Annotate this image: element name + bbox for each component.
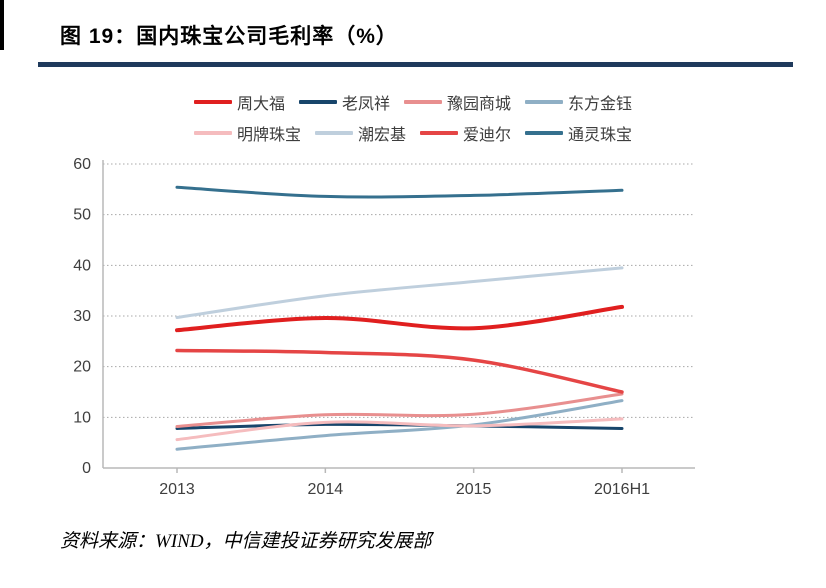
legend-label: 潮宏基 bbox=[357, 127, 406, 144]
y-tick-label: 10 bbox=[73, 409, 91, 426]
y-tick-label: 60 bbox=[73, 156, 91, 173]
y-tick-label: 40 bbox=[73, 257, 91, 274]
source-note: 资料来源：WIND，中信建投证券研究发展部 bbox=[60, 531, 432, 552]
legend-line-swatch bbox=[525, 131, 564, 135]
legend-row-1: 周大福 老凤祥 豫园商城 东方金钰 bbox=[193, 90, 632, 114]
legend-item: 老凤祥 bbox=[298, 90, 390, 114]
legend-item: 爱迪尔 bbox=[420, 121, 511, 145]
legend-row-2: 明牌珠宝 潮宏基 爱迪尔 通灵珠宝 bbox=[193, 121, 632, 145]
series-line-通灵珠宝 bbox=[175, 185, 624, 199]
legend-line-swatch bbox=[193, 100, 232, 104]
legend-line-swatch bbox=[193, 131, 232, 135]
page-edge-mark bbox=[0, 0, 4, 50]
legend-label: 爱迪尔 bbox=[463, 127, 512, 144]
x-tick-label: 2013 bbox=[159, 481, 195, 498]
legend-label: 周大福 bbox=[236, 96, 285, 113]
title-divider-rule bbox=[38, 62, 793, 67]
series-line-东方金钰 bbox=[175, 399, 624, 451]
y-tick-label: 50 bbox=[73, 207, 91, 224]
legend-label: 豫园商城 bbox=[447, 96, 512, 113]
y-tick-label: 20 bbox=[73, 359, 91, 376]
x-tick-label: 2015 bbox=[456, 481, 492, 498]
legend-line-swatch bbox=[420, 131, 458, 135]
y-tick-label: 0 bbox=[82, 460, 91, 477]
legend-line-swatch bbox=[314, 131, 353, 135]
x-tick-label: 2016H1 bbox=[594, 481, 650, 498]
legend-item: 明牌珠宝 bbox=[193, 121, 301, 145]
chart-legend: 周大福 老凤祥 豫园商城 东方金钰 明牌珠宝 潮宏基 爱迪尔 通灵珠宝 bbox=[0, 90, 826, 145]
series-line-周大福 bbox=[175, 304, 624, 333]
legend-item: 潮宏基 bbox=[314, 121, 406, 145]
legend-item: 通灵珠宝 bbox=[525, 121, 632, 145]
figure-title: 图 19：国内珠宝公司毛利率（%） bbox=[60, 25, 398, 48]
series-line-爱迪尔 bbox=[175, 348, 624, 394]
line-chart: 0 10 20 30 40 50 60 2013 2014 2015 2016H1 bbox=[0, 150, 826, 512]
legend-item: 周大福 bbox=[193, 90, 285, 114]
legend-line-swatch bbox=[525, 100, 564, 104]
legend-item: 东方金钰 bbox=[525, 90, 632, 114]
legend-label: 东方金钰 bbox=[568, 96, 633, 113]
legend-line-swatch bbox=[404, 100, 442, 104]
legend-label: 通灵珠宝 bbox=[568, 127, 633, 144]
series-line-豫园商城 bbox=[175, 392, 624, 428]
legend-item: 豫园商城 bbox=[404, 90, 511, 114]
legend-line-swatch bbox=[298, 100, 337, 104]
legend-label: 明牌珠宝 bbox=[236, 127, 301, 144]
x-tick-label: 2014 bbox=[308, 481, 344, 498]
y-tick-label: 30 bbox=[73, 308, 91, 325]
series-line-明牌珠宝 bbox=[175, 417, 624, 442]
line-chart-canvas: 0 10 20 30 40 50 60 2013 2014 2015 2016H1 bbox=[73, 156, 695, 498]
legend-label: 老凤祥 bbox=[341, 96, 390, 113]
series-line-潮宏基 bbox=[175, 266, 624, 320]
